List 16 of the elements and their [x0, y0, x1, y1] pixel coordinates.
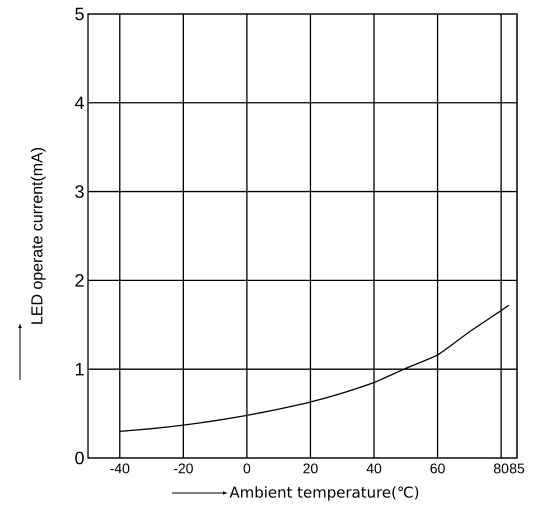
x-tick-label: -40 [110, 463, 130, 474]
x-tick-label: 80 [494, 463, 508, 474]
x-tick-label: 60 [430, 463, 445, 474]
x-tick-label: 0 [244, 463, 250, 474]
y-axis-title: LED operate current(mA) [30, 148, 46, 324]
x-tick-label: 20 [303, 463, 318, 474]
y-tick-label: 2 [75, 274, 84, 287]
y-tick-label: 4 [74, 96, 84, 109]
x-tick-label: 40 [366, 463, 382, 474]
x-tick-label: -20 [174, 463, 193, 474]
y-tick-label: 0 [75, 452, 84, 464]
y-tick-label: 3 [75, 185, 84, 198]
x-tick-label: 85 [510, 463, 524, 474]
y-tick-label: 5 [75, 8, 84, 20]
y-tick-label: 1 [76, 363, 84, 376]
x-axis-title: Ambient temperature(℃) [230, 486, 418, 501]
